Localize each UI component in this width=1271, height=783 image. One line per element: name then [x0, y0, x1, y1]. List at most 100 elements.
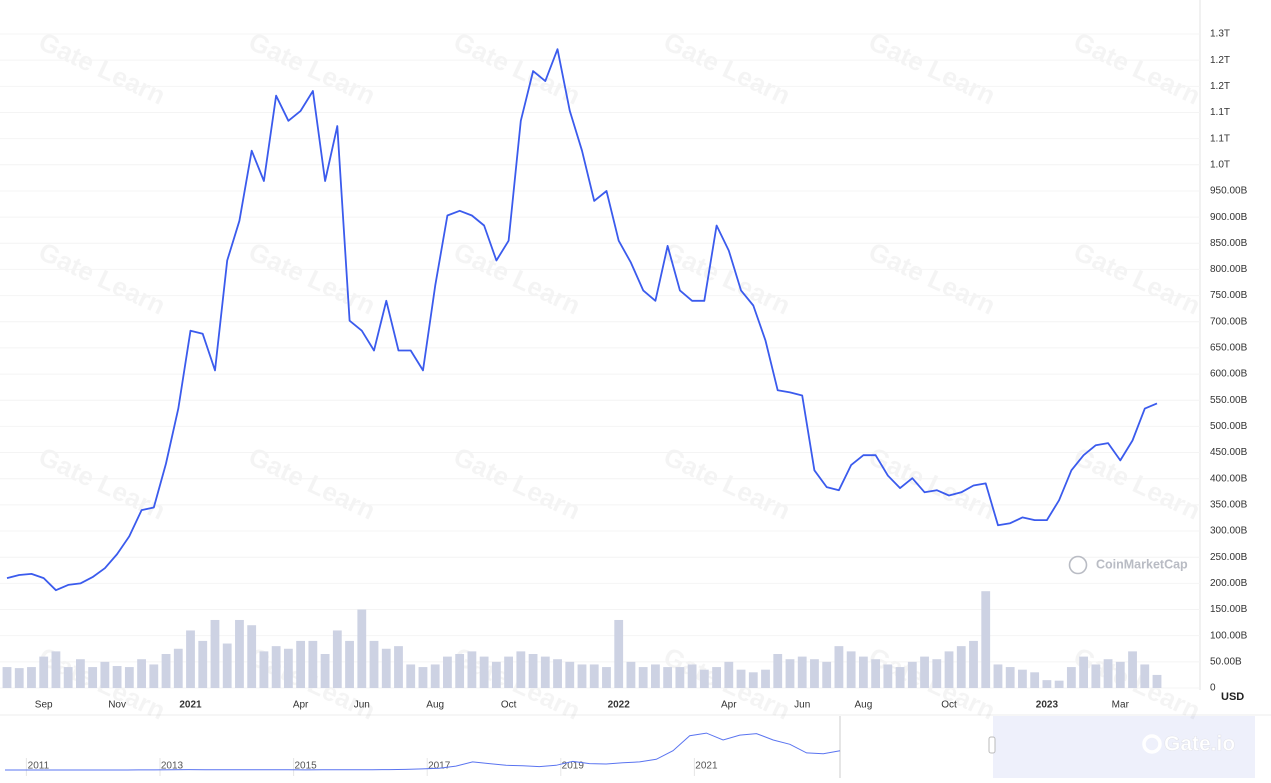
y-tick-label: 350.00B — [1210, 500, 1248, 511]
watermark: Gate Learn — [864, 236, 1000, 321]
x-tick-label: Oct — [941, 700, 957, 711]
x-tick-label: 2021 — [179, 700, 202, 711]
volume-bar — [638, 667, 648, 688]
volume-bar — [736, 669, 746, 688]
volume-bar — [822, 661, 832, 688]
y-tick-label: 950.00B — [1210, 186, 1248, 197]
volume-bar — [553, 659, 562, 688]
volume-bar — [589, 664, 599, 688]
y-tick-label: 1.1T — [1210, 133, 1230, 144]
y-tick-label: 1.0T — [1210, 159, 1230, 170]
volume-bar — [479, 656, 489, 688]
y-tick-label: 300.00B — [1210, 526, 1248, 537]
volume-bar — [491, 661, 501, 688]
volume-bar — [969, 640, 978, 688]
source-icon — [1068, 555, 1088, 575]
logo-icon — [1142, 734, 1162, 754]
watermark: Gate Learn — [34, 236, 170, 321]
watermark: Gate Learn — [659, 441, 795, 526]
y-tick-label: 1.2T — [1210, 81, 1230, 92]
volume-bar — [932, 659, 942, 688]
volume-bar — [161, 653, 171, 688]
watermark: Gate Learn — [449, 236, 585, 321]
navigator-label: 2019 — [562, 761, 585, 772]
x-tick-label: Apr — [293, 700, 309, 711]
y-tick-label: 200.00B — [1210, 578, 1248, 589]
volume-bar — [1091, 664, 1101, 688]
volume-bar — [1103, 659, 1113, 688]
volume-bar — [308, 640, 318, 688]
volume-bar — [577, 664, 587, 688]
volume-bar — [858, 656, 868, 688]
volume-bar — [675, 667, 685, 688]
volume-bar — [907, 661, 917, 688]
x-tick-label: Oct — [501, 700, 517, 711]
watermark: Gate Learn — [1069, 26, 1205, 111]
volume-bar — [663, 667, 673, 688]
y-tick-label: 1.2T — [1210, 55, 1230, 66]
y-tick-label: 0 — [1210, 683, 1216, 694]
volume-bar — [210, 619, 220, 688]
volume-bar — [418, 667, 428, 688]
volume-bar — [186, 630, 195, 688]
volume-bar — [332, 630, 342, 688]
volume-bar — [1054, 680, 1064, 688]
watermark: Gate Learn — [449, 441, 585, 526]
navigator-label: 2013 — [161, 761, 184, 772]
y-tick-label: 600.00B — [1210, 369, 1248, 380]
y-tick-label: 650.00B — [1210, 343, 1248, 354]
volume-bar — [467, 651, 477, 688]
watermark: Gate Learn — [449, 26, 585, 111]
price-line — [6, 48, 1158, 592]
volume-bar — [14, 668, 24, 688]
y-tick-label: 500.00B — [1210, 421, 1248, 432]
volume-bar — [63, 667, 73, 688]
volume-bar — [1030, 672, 1040, 688]
y-tick-label: 550.00B — [1210, 395, 1248, 406]
volume-bar — [920, 656, 929, 688]
watermark: Gate Learn — [34, 26, 170, 111]
volume-bar — [369, 640, 379, 688]
watermark: Gate Learn — [864, 441, 1000, 526]
volume-bar — [810, 659, 819, 688]
volume-bar — [1066, 667, 1076, 688]
y-tick-label: 100.00B — [1210, 630, 1248, 641]
x-tick-label: Nov — [108, 700, 126, 711]
volume-bar — [1042, 680, 1052, 688]
volume-bar — [1018, 669, 1027, 688]
logo: Gate.io — [1164, 733, 1235, 756]
volume-bar — [528, 653, 538, 688]
volume-bar — [712, 667, 721, 688]
watermark: Gate Learn — [659, 26, 795, 111]
volume-bar — [2, 667, 12, 688]
volume-bar — [112, 666, 122, 688]
navigator-window[interactable] — [993, 716, 1255, 778]
volume-bar — [883, 664, 893, 688]
volume-bar — [455, 653, 465, 688]
volume-bar — [406, 664, 416, 688]
volume-bar — [785, 659, 795, 688]
volume-bar — [100, 661, 110, 688]
x-tick-label: Jun — [794, 700, 810, 711]
y-tick-label: 150.00B — [1210, 604, 1248, 615]
watermark: Gate Learn — [34, 441, 170, 526]
volume-bar — [504, 656, 513, 688]
y-tick-label: 800.00B — [1210, 264, 1248, 275]
y-tick-label: 50.00B — [1210, 656, 1242, 667]
watermark: Gate Learn — [1069, 236, 1205, 321]
volume-bar — [198, 640, 208, 688]
x-tick-label: Jun — [354, 700, 370, 711]
volume-bar — [88, 667, 98, 688]
volume-bar — [944, 651, 954, 688]
volume-bar — [846, 651, 856, 688]
volume-bar — [699, 669, 709, 688]
navigator-handle[interactable] — [988, 736, 996, 754]
source-label: CoinMarketCap — [1096, 557, 1188, 571]
y-tick-label: 1.3T — [1210, 29, 1230, 40]
x-tick-label: Apr — [721, 700, 737, 711]
volume-bar — [748, 672, 758, 688]
volume-bar — [149, 664, 159, 688]
volume-bar — [773, 653, 783, 688]
